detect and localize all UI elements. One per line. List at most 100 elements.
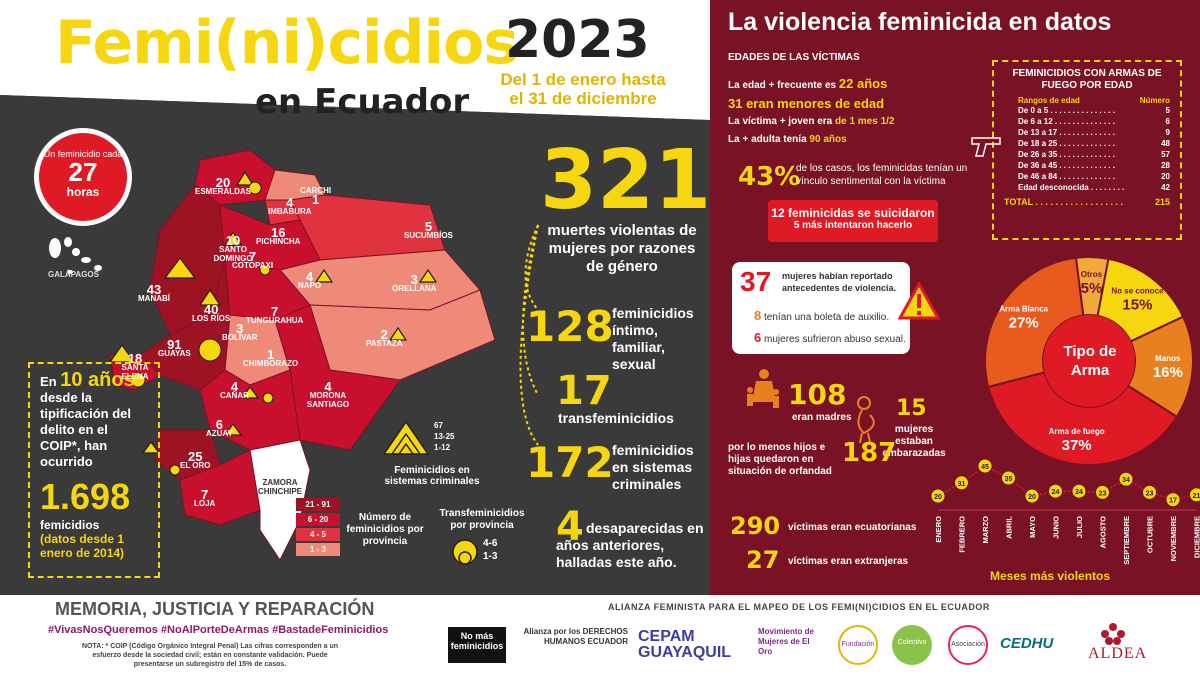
month-label: ENERO bbox=[934, 516, 943, 543]
ecuatorianas-num: 290 bbox=[730, 512, 781, 540]
legend-swatch-1: 21 - 91 bbox=[296, 498, 340, 511]
mother-child-icon bbox=[747, 369, 779, 408]
extranjeras-text: víctimas eran extranjeras bbox=[788, 556, 909, 567]
aldea-flower-icon bbox=[1101, 623, 1125, 645]
arms-row-number: 6 bbox=[1165, 117, 1170, 126]
legend-swatch-3: 4 - 5 bbox=[296, 528, 340, 541]
clock-line1: Un feminicidio cada bbox=[43, 149, 123, 159]
month-label: SEPTIEMBRE bbox=[1122, 516, 1131, 565]
logo-asociacion: Asociación bbox=[948, 625, 988, 665]
logo-cedhu: CEDHU bbox=[1000, 635, 1054, 652]
arms-row-number: 20 bbox=[1161, 172, 1170, 181]
donut-value-label: 16% bbox=[1153, 364, 1183, 381]
donut-value-label: 37% bbox=[1062, 437, 1092, 454]
arms-row-range: De 13 a 17 . . . . . . . . . . . . . bbox=[1018, 128, 1115, 137]
month-label: MARZO bbox=[981, 516, 990, 544]
province-guayas: 91 GUAYAS bbox=[158, 337, 191, 358]
gun-icon bbox=[971, 137, 1001, 157]
arms-row-range: Edad desconocida . . . . . . . . bbox=[1018, 183, 1125, 192]
logos-row: No más feminicidios Alianza por los DERE… bbox=[440, 623, 1200, 669]
stat-desap: 4 bbox=[556, 504, 584, 550]
months-chart-title: Meses más violentos bbox=[990, 569, 1111, 583]
province-sucumbios: 5 SUCUMBÍOS bbox=[404, 219, 453, 240]
province-cotopaxi: 7 COTOPAXI bbox=[232, 249, 274, 270]
stat-intimo: 128 bbox=[526, 302, 614, 351]
prior-text: mujeres habían reportado antecedentes de… bbox=[782, 271, 897, 293]
stat-criminal: 172 bbox=[526, 438, 614, 487]
arms-table-title: FEMINICIDIOS CON ARMAS DE FUEGO POR EDAD bbox=[1012, 68, 1162, 91]
month-label: OCTUBRE bbox=[1146, 516, 1155, 553]
line-point bbox=[1142, 484, 1157, 500]
galapagos-label: GALÁPAGOS bbox=[48, 270, 99, 279]
main-subtitle: en Ecuador bbox=[255, 82, 470, 122]
age-line-2: 31 eran menores de edad bbox=[728, 96, 885, 111]
triangle-legend-icon bbox=[382, 420, 430, 455]
line-point bbox=[1048, 483, 1063, 499]
clock-unit: horas bbox=[66, 185, 100, 199]
line-series bbox=[937, 465, 1197, 501]
line-point-label: 31 bbox=[958, 481, 966, 488]
arms-row-number: 48 bbox=[1161, 139, 1170, 148]
line-point bbox=[1071, 483, 1087, 499]
stat-trans: 17 bbox=[556, 368, 612, 414]
province-santo-domingo: 10 SANTO DOMINGO bbox=[213, 233, 253, 263]
province-chimborazo: 1 CHIMBORAZO bbox=[243, 347, 299, 368]
arms-table-row: De 36 a 45 . . . . . . . . . . . . . 28 bbox=[1018, 160, 1170, 171]
nota: NOTA: * COIP (Código Orgánico Integral P… bbox=[81, 643, 339, 668]
logo-colectivo: Colectivo bbox=[892, 625, 932, 665]
arms-table-row: De 26 a 35 . . . . . . . . . . . . . 57 bbox=[1018, 149, 1170, 160]
decade-line2: desde la tipificación del delito en el C… bbox=[40, 390, 132, 469]
province-canar: 4 CAÑAR bbox=[220, 379, 249, 400]
circle-legend-icon bbox=[452, 539, 478, 565]
year: 2023 bbox=[505, 10, 650, 70]
month-label: ABRIL bbox=[1005, 516, 1014, 539]
arms-table-row: De 18 a 25 . . . . . . . . . . . . . 48 bbox=[1018, 138, 1170, 149]
decade-line4: (datos desde 1 enero de 2014) bbox=[40, 532, 125, 560]
logo-fundacion: Fundación bbox=[838, 625, 878, 665]
stat-trans-text: transfeminicidios bbox=[558, 410, 674, 426]
donut-category-label: No se conoce bbox=[1111, 287, 1164, 296]
donut-center bbox=[1043, 315, 1135, 407]
line-point bbox=[977, 458, 993, 474]
legend-swatch-4: 1 - 3 bbox=[296, 543, 340, 556]
logo-aldea: ALDEA bbox=[1088, 645, 1148, 662]
line-point-label: 24 bbox=[1052, 489, 1060, 496]
arms-row-range: De 6 a 12 . . . . . . . . . . . . . . bbox=[1018, 117, 1115, 126]
province-pastaza: 2 PASTAZA bbox=[366, 327, 403, 348]
circle-legend-ranges: 4-6 1-3 bbox=[483, 538, 498, 562]
pct-43-text: de los casos, los feminicidas tenían un … bbox=[796, 163, 968, 187]
memoria-title: MEMORIA, JUSTICIA Y REPARACIÓN bbox=[55, 599, 375, 619]
arms-row-number: 42 bbox=[1161, 183, 1170, 192]
suicide-box: 12 feminicidas se suicidaron 5 más inten… bbox=[768, 200, 938, 242]
decade-line3: femicidios bbox=[40, 518, 100, 532]
ages-title: EDADES DE LAS VÍCTIMAS bbox=[728, 52, 860, 63]
decade-box: En 10 años desde la tipificación del del… bbox=[28, 362, 160, 578]
line-point bbox=[1095, 484, 1110, 500]
stat-criminal-text: feminicidios en sistemas criminales bbox=[612, 442, 694, 492]
line-point bbox=[1001, 470, 1016, 486]
color-legend-caption: Número de feminicidios por provincia bbox=[346, 512, 424, 547]
donut-category-label: Manos bbox=[1155, 354, 1181, 363]
arms-row-range: De 36 a 45 . . . . . . . . . . . . . bbox=[1018, 161, 1115, 170]
province-bolivar: 3 BOLÍVAR bbox=[222, 321, 258, 342]
line-point-label: 23 bbox=[1146, 490, 1154, 497]
madres-text: eran madres bbox=[792, 412, 852, 423]
month-label: MAYO bbox=[1028, 516, 1037, 538]
province-santa-elena: 18 SANTA ELENA bbox=[121, 351, 149, 381]
ecuador-map bbox=[108, 149, 496, 560]
orfandad-text: por lo menos hijos e hijas quedaron en s… bbox=[728, 442, 832, 477]
line-point-label: 20 bbox=[934, 494, 942, 501]
prior-num: 37 bbox=[740, 266, 772, 297]
logo-cepam: CEPAM GUAYAQUIL bbox=[638, 628, 732, 661]
arms-table-row: De 46 a 84 . . . . . . . . . . . . . 20 bbox=[1018, 171, 1170, 182]
circle-legend-title: Transfeminicidios por provincia bbox=[439, 508, 525, 531]
line-point-label: 20 bbox=[1028, 494, 1036, 501]
embarazadas-text: mujeres estaban embarazadas bbox=[882, 424, 946, 459]
prior-violence-box: 37 mujeres habían reportado antecedentes… bbox=[732, 262, 910, 354]
stat-desap-text: desaparecidas en años anteriores, hallad… bbox=[556, 520, 704, 570]
line-point-label: 45 bbox=[981, 464, 989, 471]
province-imbabura: 4 IMBABURA bbox=[268, 195, 312, 216]
warning-icon bbox=[898, 282, 940, 320]
